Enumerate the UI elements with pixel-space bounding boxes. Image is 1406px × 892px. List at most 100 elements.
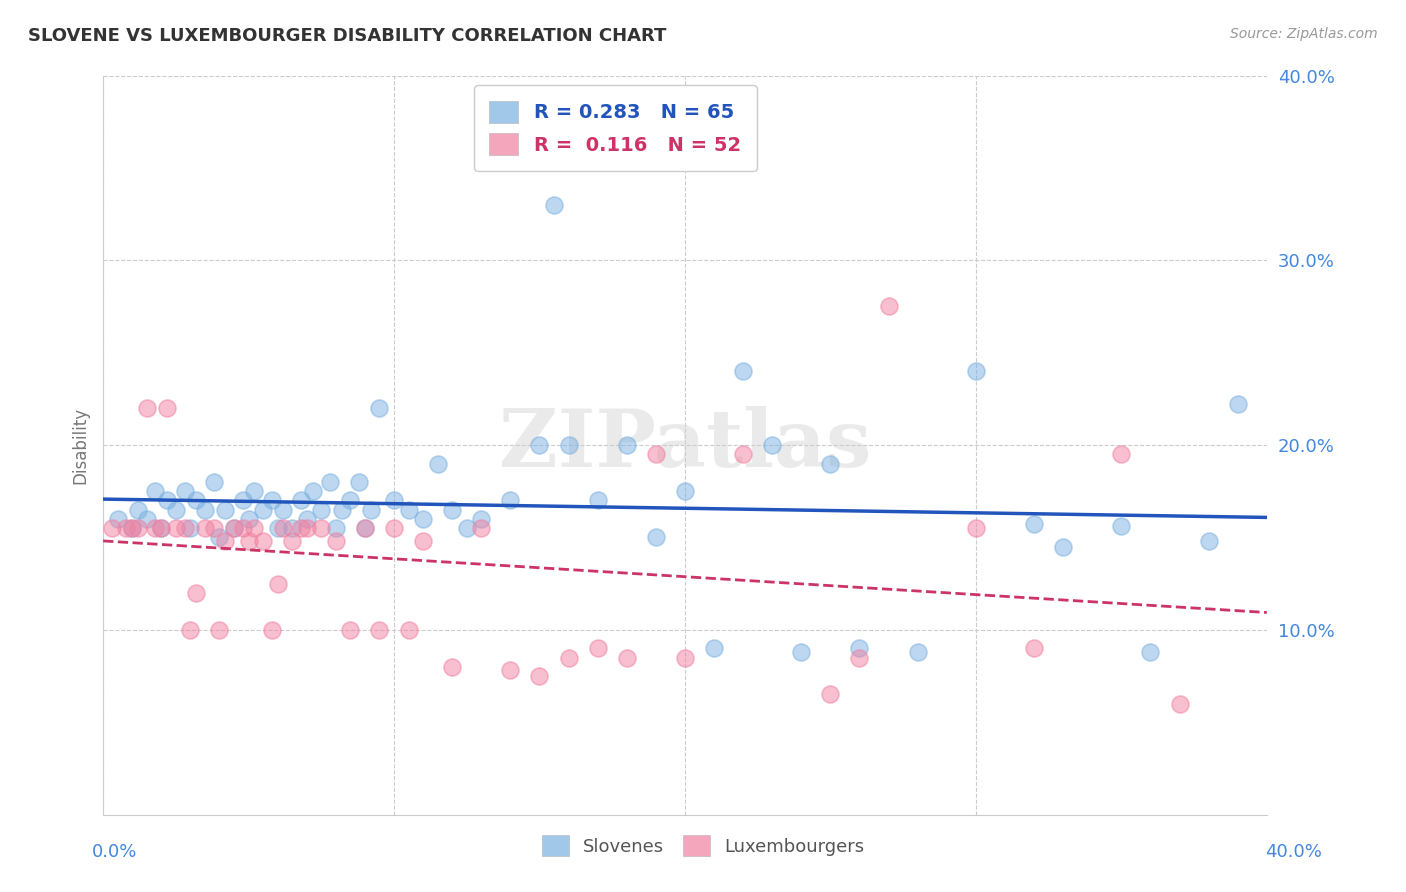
Point [557,438,579,452]
Point [1198,534,1220,549]
Point [194,521,217,535]
Point [644,530,666,544]
Point [173,484,195,499]
Point [150,521,173,535]
Point [412,512,434,526]
Point [470,521,492,535]
Point [202,475,225,489]
Point [848,641,870,656]
Point [412,534,434,549]
Point [499,493,522,508]
Point [121,521,143,535]
Point [441,502,464,516]
Legend: R = 0.283   N = 65, R =  0.116   N = 52: R = 0.283 N = 65, R = 0.116 N = 52 [474,86,756,171]
Point [616,650,638,665]
Point [238,512,260,526]
Point [273,521,295,535]
Point [266,521,288,535]
Point [1226,397,1249,411]
Point [354,521,377,535]
Point [529,438,551,452]
Point [290,493,312,508]
Point [145,484,167,499]
Point [673,650,696,665]
Point [311,521,333,535]
Point [243,521,266,535]
Point [173,521,195,535]
Point [848,650,870,665]
Point [208,530,231,544]
Point [733,447,755,461]
Point [186,586,208,600]
Point [115,521,138,535]
Point [281,534,304,549]
Text: 0.0%: 0.0% [91,843,136,861]
Point [1022,517,1045,532]
Point [1139,645,1161,659]
Point [101,521,124,535]
Point [121,521,143,535]
Point [214,534,236,549]
Point [368,401,391,415]
Point [107,512,129,526]
Point [208,623,231,637]
Point [382,493,405,508]
Point [339,493,361,508]
Point [238,534,260,549]
Point [965,364,987,378]
Point [290,521,312,535]
Point [330,502,353,516]
Point [557,650,579,665]
Point [456,521,478,535]
Point [311,502,333,516]
Point [319,475,342,489]
Point [325,534,347,549]
Point [586,493,609,508]
Point [470,512,492,526]
Point [232,521,254,535]
Point [145,521,167,535]
Point [368,623,391,637]
Point [165,502,187,516]
Point [703,641,725,656]
Point [820,457,842,471]
Point [214,502,236,516]
Point [202,521,225,535]
Point [347,475,370,489]
Point [820,688,842,702]
Point [1111,519,1133,533]
Point [616,438,638,452]
Point [127,521,149,535]
Point [135,401,157,415]
Point [426,457,449,471]
Text: 40.0%: 40.0% [1265,843,1322,861]
Point [398,502,420,516]
Point [156,401,179,415]
Point [135,512,157,526]
Point [179,623,201,637]
Point [295,512,318,526]
Point [295,521,318,535]
Point [179,521,201,535]
Text: SLOVENE VS LUXEMBOURGER DISABILITY CORRELATION CHART: SLOVENE VS LUXEMBOURGER DISABILITY CORRE… [28,27,666,45]
Point [150,521,173,535]
Point [232,493,254,508]
Text: ZIPatlas: ZIPatlas [499,406,872,484]
Point [273,502,295,516]
Point [266,576,288,591]
Point [586,641,609,656]
Point [186,493,208,508]
Point [733,364,755,378]
Point [907,645,929,659]
Point [165,521,187,535]
Point [252,534,274,549]
Point [441,659,464,673]
Point [1052,540,1074,554]
Point [222,521,245,535]
Point [1022,641,1045,656]
Point [965,521,987,535]
Point [260,493,283,508]
Point [339,623,361,637]
Point [127,502,149,516]
Point [761,438,783,452]
